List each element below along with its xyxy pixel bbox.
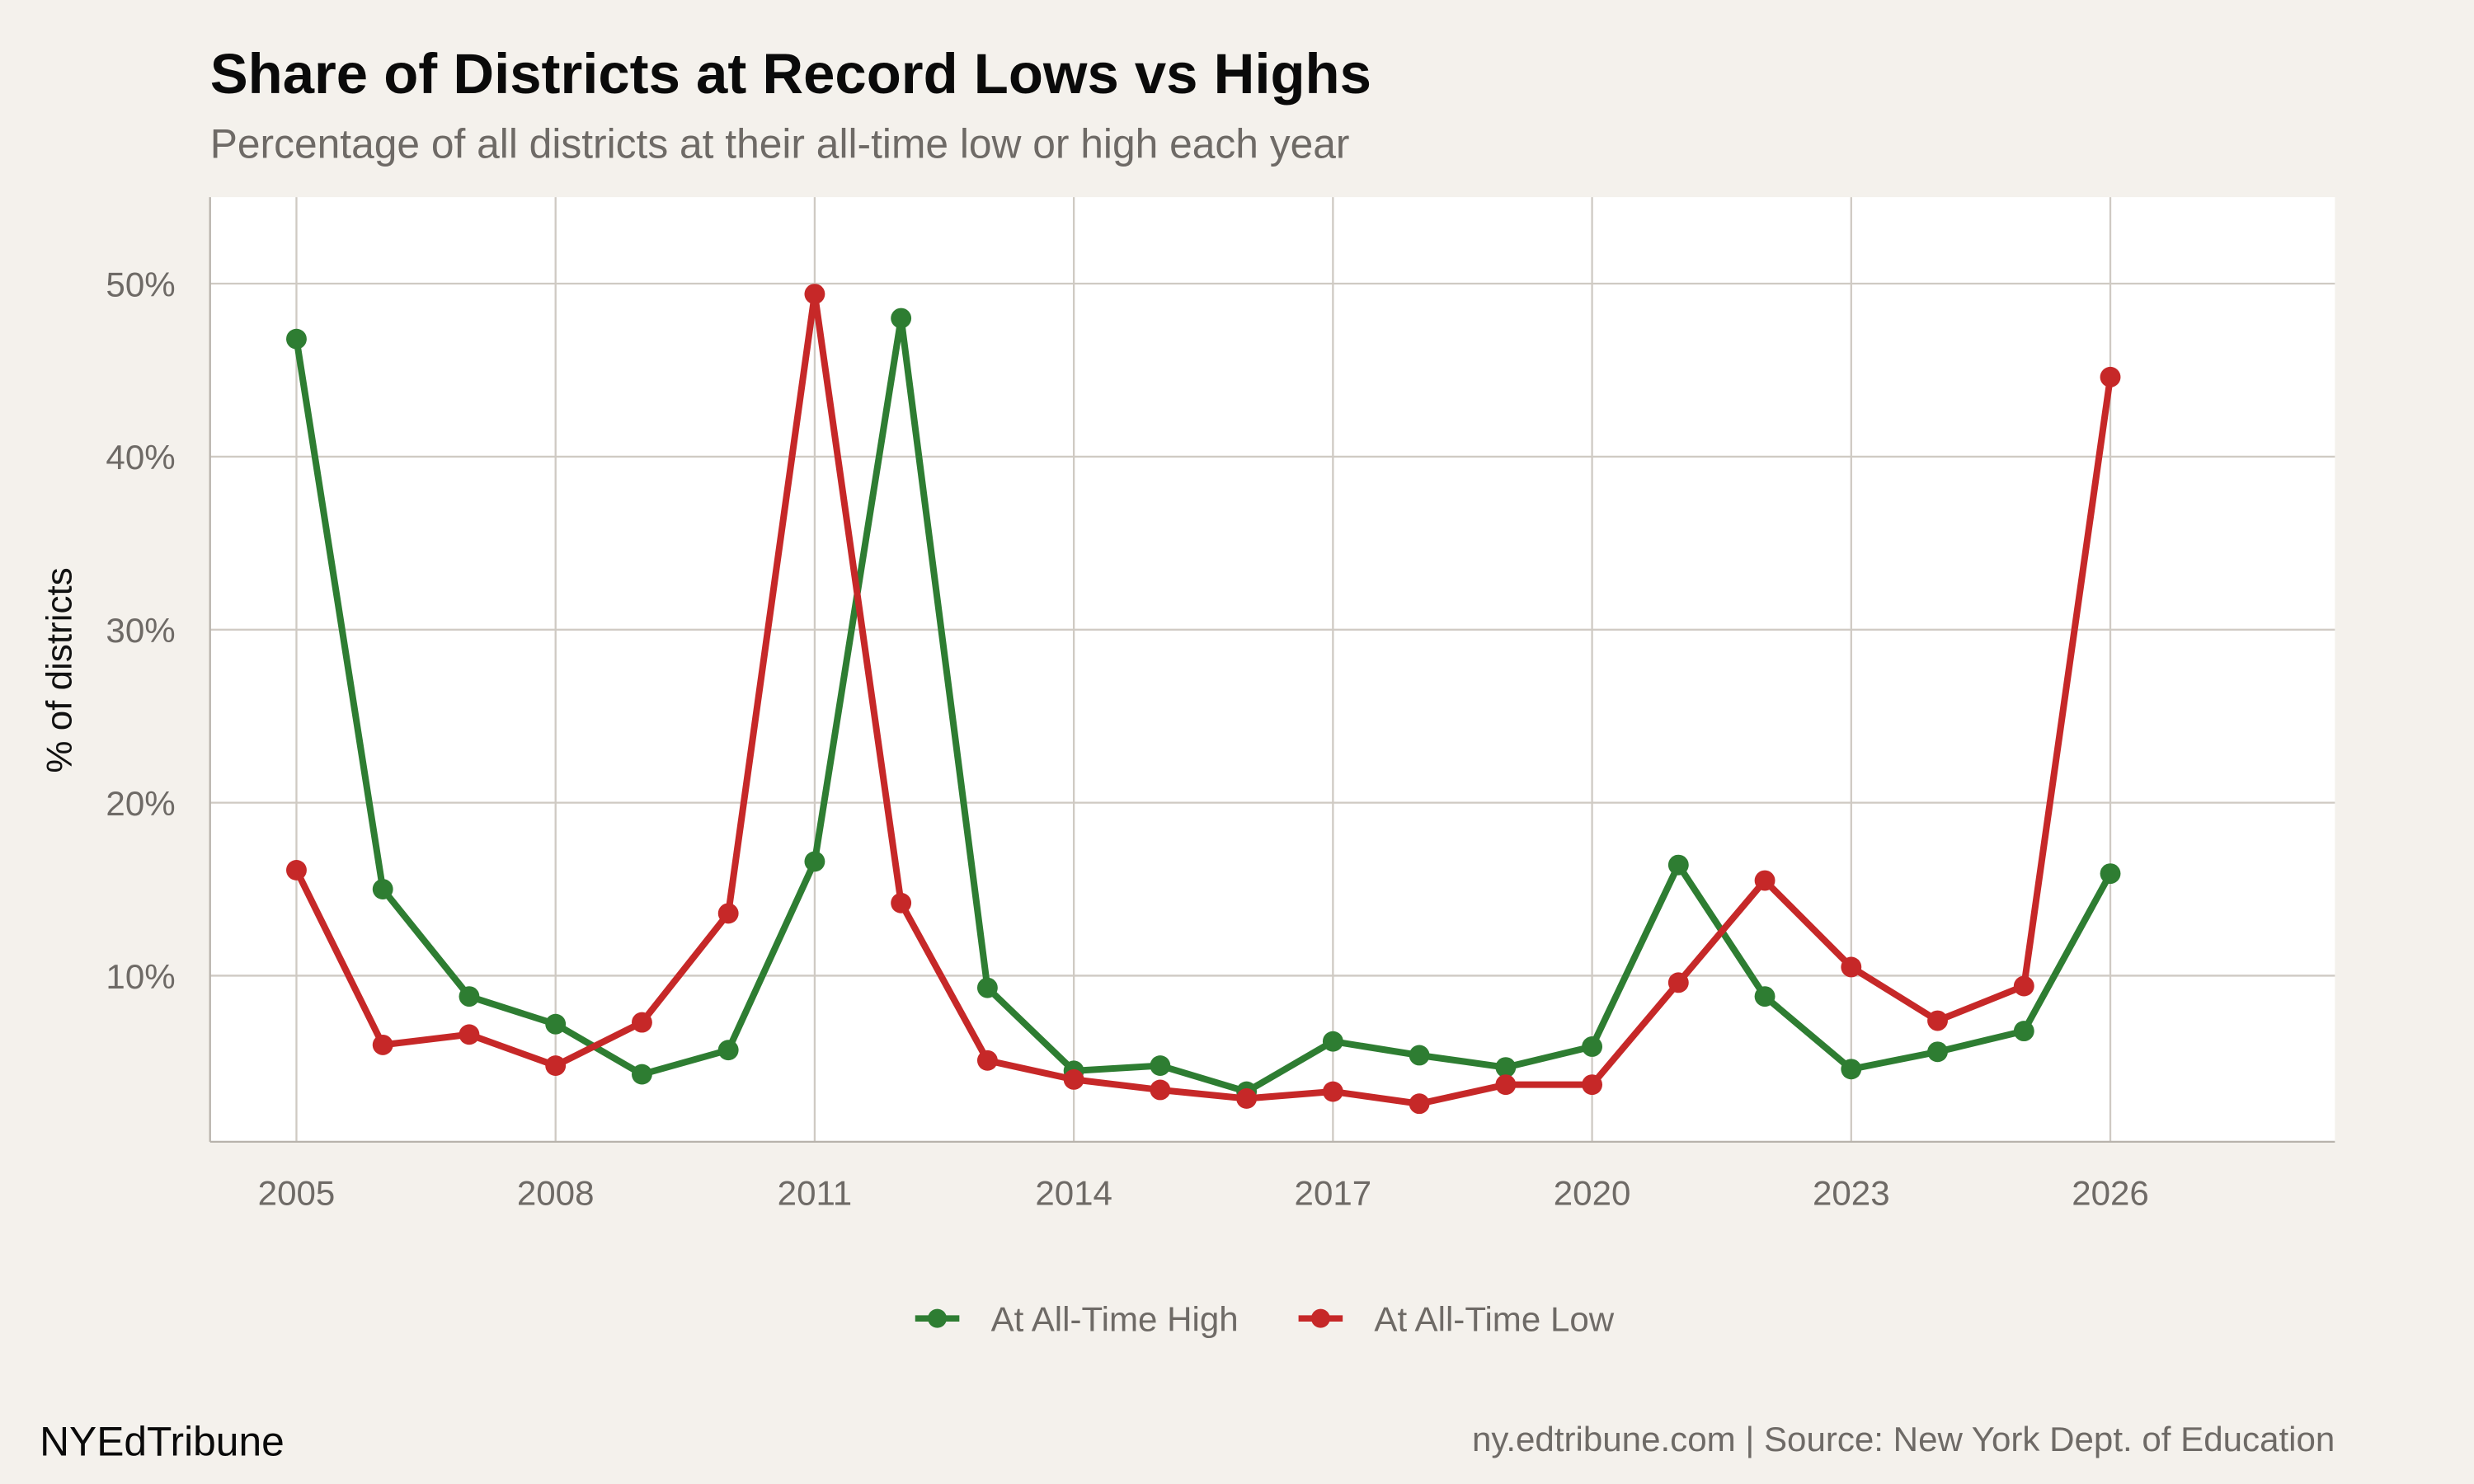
x-tick-label: 2014 — [1035, 1173, 1112, 1212]
data-point — [2013, 1021, 2034, 1042]
data-point — [1754, 986, 1776, 1007]
y-tick-label: 10% — [106, 957, 175, 996]
legend-item-high: At All-Time High — [915, 1299, 1239, 1338]
series-low — [286, 284, 2121, 1115]
x-tick-label: 2020 — [1554, 1173, 1631, 1212]
y-tick-label: 30% — [106, 611, 175, 650]
data-point — [1409, 1093, 1430, 1115]
legend-marker-low — [1310, 1308, 1330, 1328]
x-tick-label: 2023 — [1813, 1173, 1890, 1212]
series-line — [293, 290, 2114, 1107]
y-tick-label: 50% — [106, 265, 175, 303]
data-point — [717, 1040, 739, 1061]
data-point — [545, 1055, 567, 1077]
brand-logo-text: NYEdTribune — [40, 1419, 285, 1465]
chart-title: Share of Districts at Record Lows vs Hig… — [210, 42, 1371, 106]
data-point — [804, 851, 825, 872]
data-point — [1495, 1074, 1517, 1096]
legend-label-low: At All-Time Low — [1374, 1299, 1614, 1338]
x-tick-label: 2008 — [517, 1173, 595, 1212]
data-point — [631, 1012, 652, 1033]
data-point — [891, 892, 912, 913]
x-tick-label: 2005 — [258, 1173, 336, 1212]
data-point — [372, 1034, 393, 1055]
legend-item-low: At All-Time Low — [1298, 1299, 1615, 1338]
data-point — [1236, 1088, 1258, 1109]
data-point — [1322, 1031, 1343, 1052]
data-point — [1150, 1055, 1171, 1077]
chart-subtitle: Percentage of all districts at their all… — [210, 120, 1350, 167]
source-caption: ny.edtribune.com | Source: New York Dept… — [1472, 1420, 2335, 1458]
data-point — [459, 1024, 480, 1045]
data-point — [1409, 1045, 1430, 1066]
data-point — [2100, 863, 2121, 885]
y-tick-label: 20% — [106, 784, 175, 823]
series-line — [293, 314, 2114, 1096]
legend: At All-Time High At All-Time Low — [915, 1299, 1615, 1338]
data-point — [1150, 1079, 1171, 1101]
data-point — [1495, 1057, 1517, 1078]
data-point — [2013, 975, 2034, 997]
data-point — [1322, 1081, 1343, 1102]
data-point — [1667, 854, 1689, 876]
data-point — [1667, 972, 1689, 993]
data-point — [891, 308, 912, 329]
data-point — [2100, 366, 2121, 387]
data-point — [976, 977, 998, 998]
y-tick-label: 40% — [106, 438, 175, 477]
series-group — [286, 284, 2121, 1115]
data-point — [1063, 1068, 1084, 1090]
data-point — [976, 1050, 998, 1071]
y-axis-label: % of districts — [39, 567, 79, 773]
plot-panel — [209, 197, 2335, 1142]
data-point — [286, 860, 307, 881]
data-point — [1582, 1036, 1603, 1057]
x-tick-label: 2017 — [1295, 1173, 1372, 1212]
data-point — [1927, 1010, 1948, 1031]
data-point — [1927, 1041, 1948, 1063]
gridlines — [209, 197, 2335, 1142]
data-point — [1841, 956, 1862, 978]
data-point — [1754, 870, 1776, 891]
data-point — [717, 903, 739, 924]
data-point — [631, 1064, 652, 1085]
x-tick-label: 2011 — [778, 1173, 852, 1212]
legend-label-high: At All-Time High — [991, 1299, 1239, 1338]
data-point — [286, 328, 307, 350]
data-point — [459, 986, 480, 1007]
data-point — [372, 879, 393, 899]
data-point — [545, 1013, 567, 1035]
data-point — [804, 284, 825, 305]
legend-marker-high — [928, 1308, 948, 1328]
data-point — [1582, 1074, 1603, 1096]
data-point — [1841, 1059, 1862, 1080]
tick-labels: 2005 2008 2011 2014 2017 2020 2023 2026 10% 20% 30… — [106, 265, 2148, 1212]
x-tick-label: 2026 — [2072, 1173, 2149, 1212]
